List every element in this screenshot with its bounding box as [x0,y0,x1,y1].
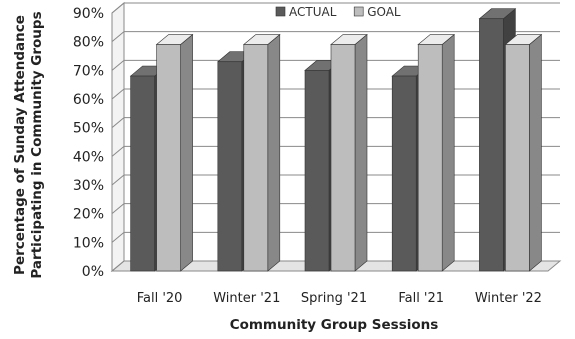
x-axis-title: Community Group Sessions [230,317,439,333]
x-tick-label: Fall '21 [398,291,444,306]
bar-goal-4 [504,33,543,272]
y-tick-label: 0% [82,264,104,280]
y-tick-label: 50% [73,121,104,137]
bar-front [217,61,243,272]
y-axis-title-line2: Participating in Community Groups [29,11,45,278]
y-tick-label: 80% [73,35,104,51]
bar-front [243,44,269,272]
bar-front [130,75,155,272]
y-tick-label: 40% [73,149,104,165]
label-layer: 0% 10% 20% 30% 40% 50% 60% 70% 80% 90% Fall '20 Win… [73,6,542,306]
y-tick-label: 70% [73,63,104,79]
x-tick-label: Winter '21 [213,291,280,306]
bar-goal-1 [242,33,281,272]
y-tick-label: 60% [73,92,104,108]
bar-side [180,33,193,272]
side-wall [111,1,125,273]
legend-item-actual: ACTUAL [275,5,337,19]
x-tick-label: Spring '21 [301,291,367,306]
bar-goal-3 [417,33,456,272]
y-tick-label: 90% [73,6,104,22]
bar-layer [129,8,543,272]
bar-side [529,33,542,272]
bar-front [330,44,356,272]
bar-front [156,44,181,272]
bar-side [354,33,368,272]
bar-front [417,44,443,272]
y-tick-label: 10% [73,235,104,251]
gridline [111,2,560,14]
legend-swatch [275,6,286,17]
bar-front [304,70,330,272]
bar-goal-2 [330,33,368,272]
bar-side [441,33,455,272]
gridline [111,59,560,71]
legend-item-goal: GOAL [353,5,401,19]
bar-front [479,18,504,272]
legend-label: GOAL [367,5,401,19]
bar-front [391,75,417,272]
bar-front [505,44,530,272]
legend: ACTUAL GOAL [275,5,401,19]
gridline [111,31,560,43]
legend-label: ACTUAL [289,5,337,19]
y-axis-title-line1: Percentage of Sunday Attendance [12,15,28,275]
bar-side [267,33,281,272]
x-tick-label: Fall '20 [137,291,183,306]
bar-goal-0 [155,33,194,272]
legend-swatch [353,6,364,17]
y-tick-label: 30% [73,178,104,194]
y-tick-label: 20% [73,207,104,223]
x-tick-label: Winter '22 [475,291,542,306]
